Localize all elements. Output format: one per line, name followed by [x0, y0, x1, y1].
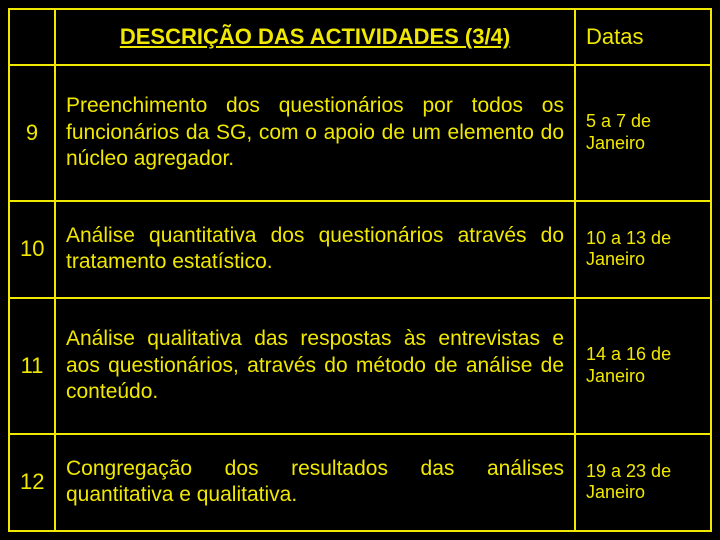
header-desc-cell: DESCRIÇÃO DAS ACTIVIDADES (3/4) — [55, 9, 575, 65]
table-header-row: DESCRIÇÃO DAS ACTIVIDADES (3/4) Datas — [9, 9, 711, 65]
row-num: 11 — [9, 298, 55, 434]
row-date: 14 a 16 de Janeiro — [575, 298, 711, 434]
row-num: 9 — [9, 65, 55, 201]
row-desc: Congregação dos resultados das análises … — [55, 434, 575, 531]
row-desc: Análise qualitativa das respostas às ent… — [55, 298, 575, 434]
row-date: 5 a 7 de Janeiro — [575, 65, 711, 201]
table-row: 10 Análise quantitativa dos questionário… — [9, 201, 711, 298]
row-desc: Análise quantitativa dos questionários a… — [55, 201, 575, 298]
table-row: 9 Preenchimento dos questionários por to… — [9, 65, 711, 201]
row-desc: Preenchimento dos questionários por todo… — [55, 65, 575, 201]
row-date: 10 a 13 de Janeiro — [575, 201, 711, 298]
header-num-cell — [9, 9, 55, 65]
slide: DESCRIÇÃO DAS ACTIVIDADES (3/4) Datas 9 … — [0, 0, 720, 540]
row-date: 19 a 23 de Janeiro — [575, 434, 711, 531]
activities-table: DESCRIÇÃO DAS ACTIVIDADES (3/4) Datas 9 … — [8, 8, 712, 532]
table-row: 12 Congregação dos resultados das anális… — [9, 434, 711, 531]
row-num: 12 — [9, 434, 55, 531]
row-num: 10 — [9, 201, 55, 298]
table-row: 11 Análise qualitativa das respostas às … — [9, 298, 711, 434]
header-date-cell: Datas — [575, 9, 711, 65]
